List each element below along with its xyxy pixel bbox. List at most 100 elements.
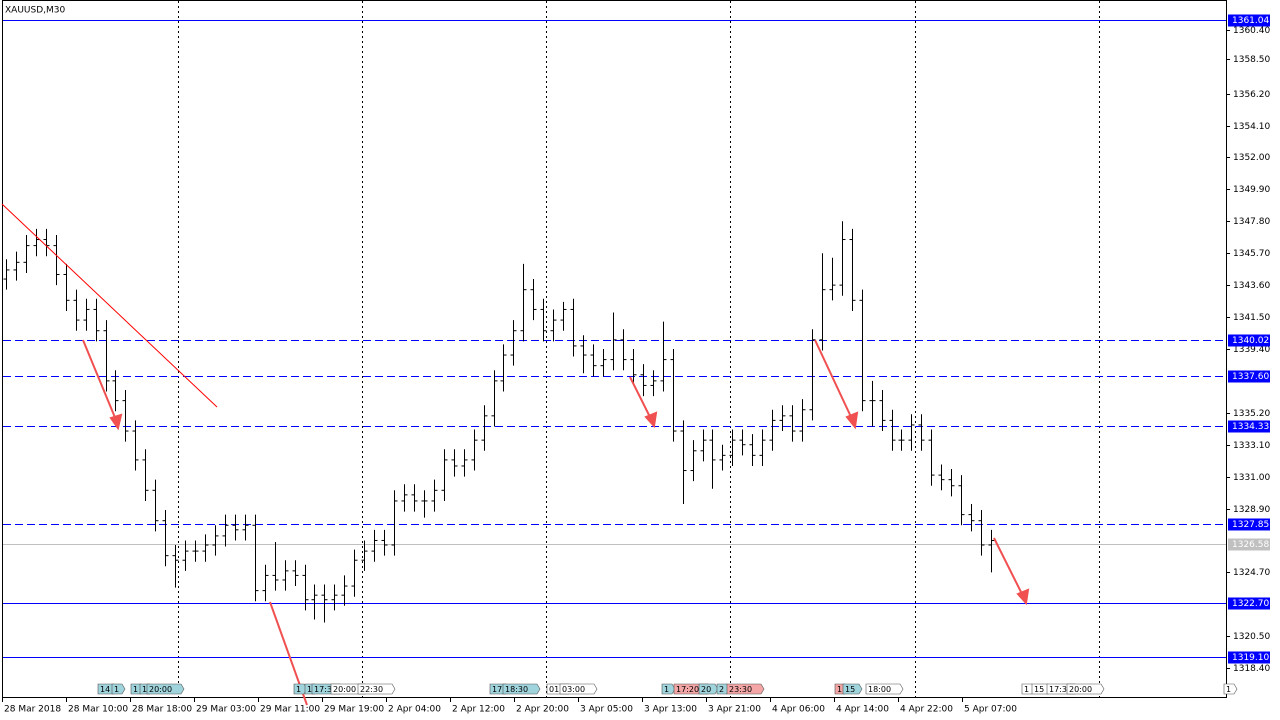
level-label: 1327.85 [1232, 520, 1269, 530]
bars [3, 221, 995, 623]
y-tick-label: 1328.90 [1233, 505, 1270, 515]
arrow [629, 376, 652, 420]
event-label: 1 [664, 685, 669, 694]
event-label: 1 [296, 685, 301, 694]
title-bg [3, 2, 69, 16]
level-label: 1334.33 [1232, 422, 1269, 432]
y-tick-label: 1356.20 [1233, 90, 1270, 100]
level-label-bg [1228, 420, 1270, 433]
event-label: 20 [701, 685, 711, 694]
y-tick-label: 1343.60 [1233, 281, 1270, 291]
event-label: 17 [492, 685, 502, 694]
event-label: 1 [837, 685, 842, 694]
y-tick-label: 1358.50 [1233, 55, 1270, 65]
event-marker [502, 683, 541, 695]
y-tick-label: 1318.40 [1233, 664, 1270, 674]
event-marker [842, 683, 863, 695]
x-tick-label: 3 Apr 05:00 [580, 705, 633, 715]
x-tick-label: 29 Mar 19:00 [324, 705, 384, 715]
event-marker [865, 683, 904, 695]
level-label: 1340.02 [1232, 336, 1269, 346]
event-marker [357, 683, 396, 695]
levels [3, 20, 1226, 658]
event-label: 1 [1024, 685, 1029, 694]
y-tick-label: 1349.90 [1233, 185, 1270, 195]
y-tick-label: 1339.40 [1233, 345, 1270, 355]
x-tick-label: 3 Apr 13:00 [644, 705, 697, 715]
y-tick-label: 1324.70 [1233, 568, 1270, 578]
level-label: 1322.70 [1232, 599, 1269, 609]
level-label: 1319.10 [1232, 653, 1269, 663]
level-label-bg [1228, 597, 1270, 610]
level-label: 1326.58 [1232, 540, 1269, 550]
y-tick-label: 1320.50 [1233, 632, 1270, 642]
event-label: 2 [719, 685, 724, 694]
event-marker [146, 683, 185, 695]
event-marker [1223, 683, 1238, 695]
level-label-bg [1228, 538, 1270, 551]
arrow [82, 339, 117, 421]
y-tick-label: 1341.50 [1233, 313, 1270, 323]
y-tick-label: 1352.00 [1233, 153, 1270, 163]
event-label: 03:00 [562, 685, 585, 694]
x-tick-label: 4 Apr 22:00 [900, 705, 953, 715]
event-label: 22:30 [360, 685, 383, 694]
event-label: 17:3 [314, 685, 332, 694]
event-label: 1 [133, 685, 138, 694]
event-label: 23:30 [729, 685, 752, 694]
y-tick-label: 1333.10 [1233, 441, 1270, 451]
chart-title: XAUUSD,M30 [5, 6, 65, 16]
period-separators [178, 1, 1100, 697]
level-label: 1361.04 [1232, 16, 1269, 26]
arrow-head [1016, 588, 1030, 606]
y-tick-label: 1354.10 [1233, 122, 1270, 132]
arrow-head [109, 413, 123, 431]
level-label-bg [1228, 651, 1270, 664]
event-marker [559, 683, 598, 695]
event-label: 18:00 [868, 685, 891, 694]
y-tick-label: 1360.40 [1233, 26, 1270, 36]
x-tick-label: 28 Mar 18:00 [132, 705, 192, 715]
trendline [1, 203, 218, 408]
event-marker [698, 683, 719, 695]
y-tick-label: 1345.70 [1233, 249, 1270, 259]
x-tick-label: 28 Mar 10:00 [68, 705, 128, 715]
event-label: 1 [114, 685, 119, 694]
event-label: 14 [100, 685, 110, 694]
event-marker [1066, 683, 1105, 695]
x-tick-label: 2 Apr 12:00 [452, 705, 505, 715]
event-label: 1 [142, 685, 147, 694]
axes: 1360.40 1358.50 1356.20 1354.10 1352.00 1349.… [2, 14, 1270, 715]
event-label: 20:00 [333, 685, 356, 694]
x-tick-label: 4 Apr 06:00 [772, 705, 825, 715]
event-marker [111, 683, 126, 695]
level-label-bg [1228, 370, 1270, 383]
x-tick-label: 28 Mar 2018 [4, 705, 61, 715]
event-label: 18:30 [505, 685, 528, 694]
arrow [993, 537, 1024, 597]
y-tick-label: 1347.80 [1233, 217, 1270, 227]
plot-frame [2, 0, 1227, 698]
y-tick-label: 1335.20 [1233, 409, 1270, 419]
event-marker [726, 683, 765, 695]
y-tick-label: 1331.00 [1233, 473, 1270, 483]
event-label: 20:00 [149, 685, 172, 694]
x-tick-label: 2 Apr 04:00 [388, 705, 441, 715]
event-label: 20:00 [1069, 685, 1092, 694]
event-label: 1 [1226, 685, 1231, 694]
x-tick-label: 29 Mar 11:00 [260, 705, 320, 715]
event-label: 15 [845, 685, 855, 694]
level-label-bg [1228, 14, 1270, 27]
level-label: 1337.60 [1232, 372, 1269, 382]
x-tick-label: 5 Apr 07:00 [964, 705, 1017, 715]
arrow [814, 339, 853, 420]
arrow-head [845, 411, 859, 430]
event-label: 01: [549, 685, 562, 694]
level-label-bg [1228, 518, 1270, 531]
x-tick-label: 3 Apr 21:00 [708, 705, 761, 715]
x-tick-label: 29 Mar 03:00 [196, 705, 256, 715]
event-label: 17:20 [676, 685, 699, 694]
arrow-head [644, 411, 658, 429]
level-label-bg [1228, 334, 1270, 347]
